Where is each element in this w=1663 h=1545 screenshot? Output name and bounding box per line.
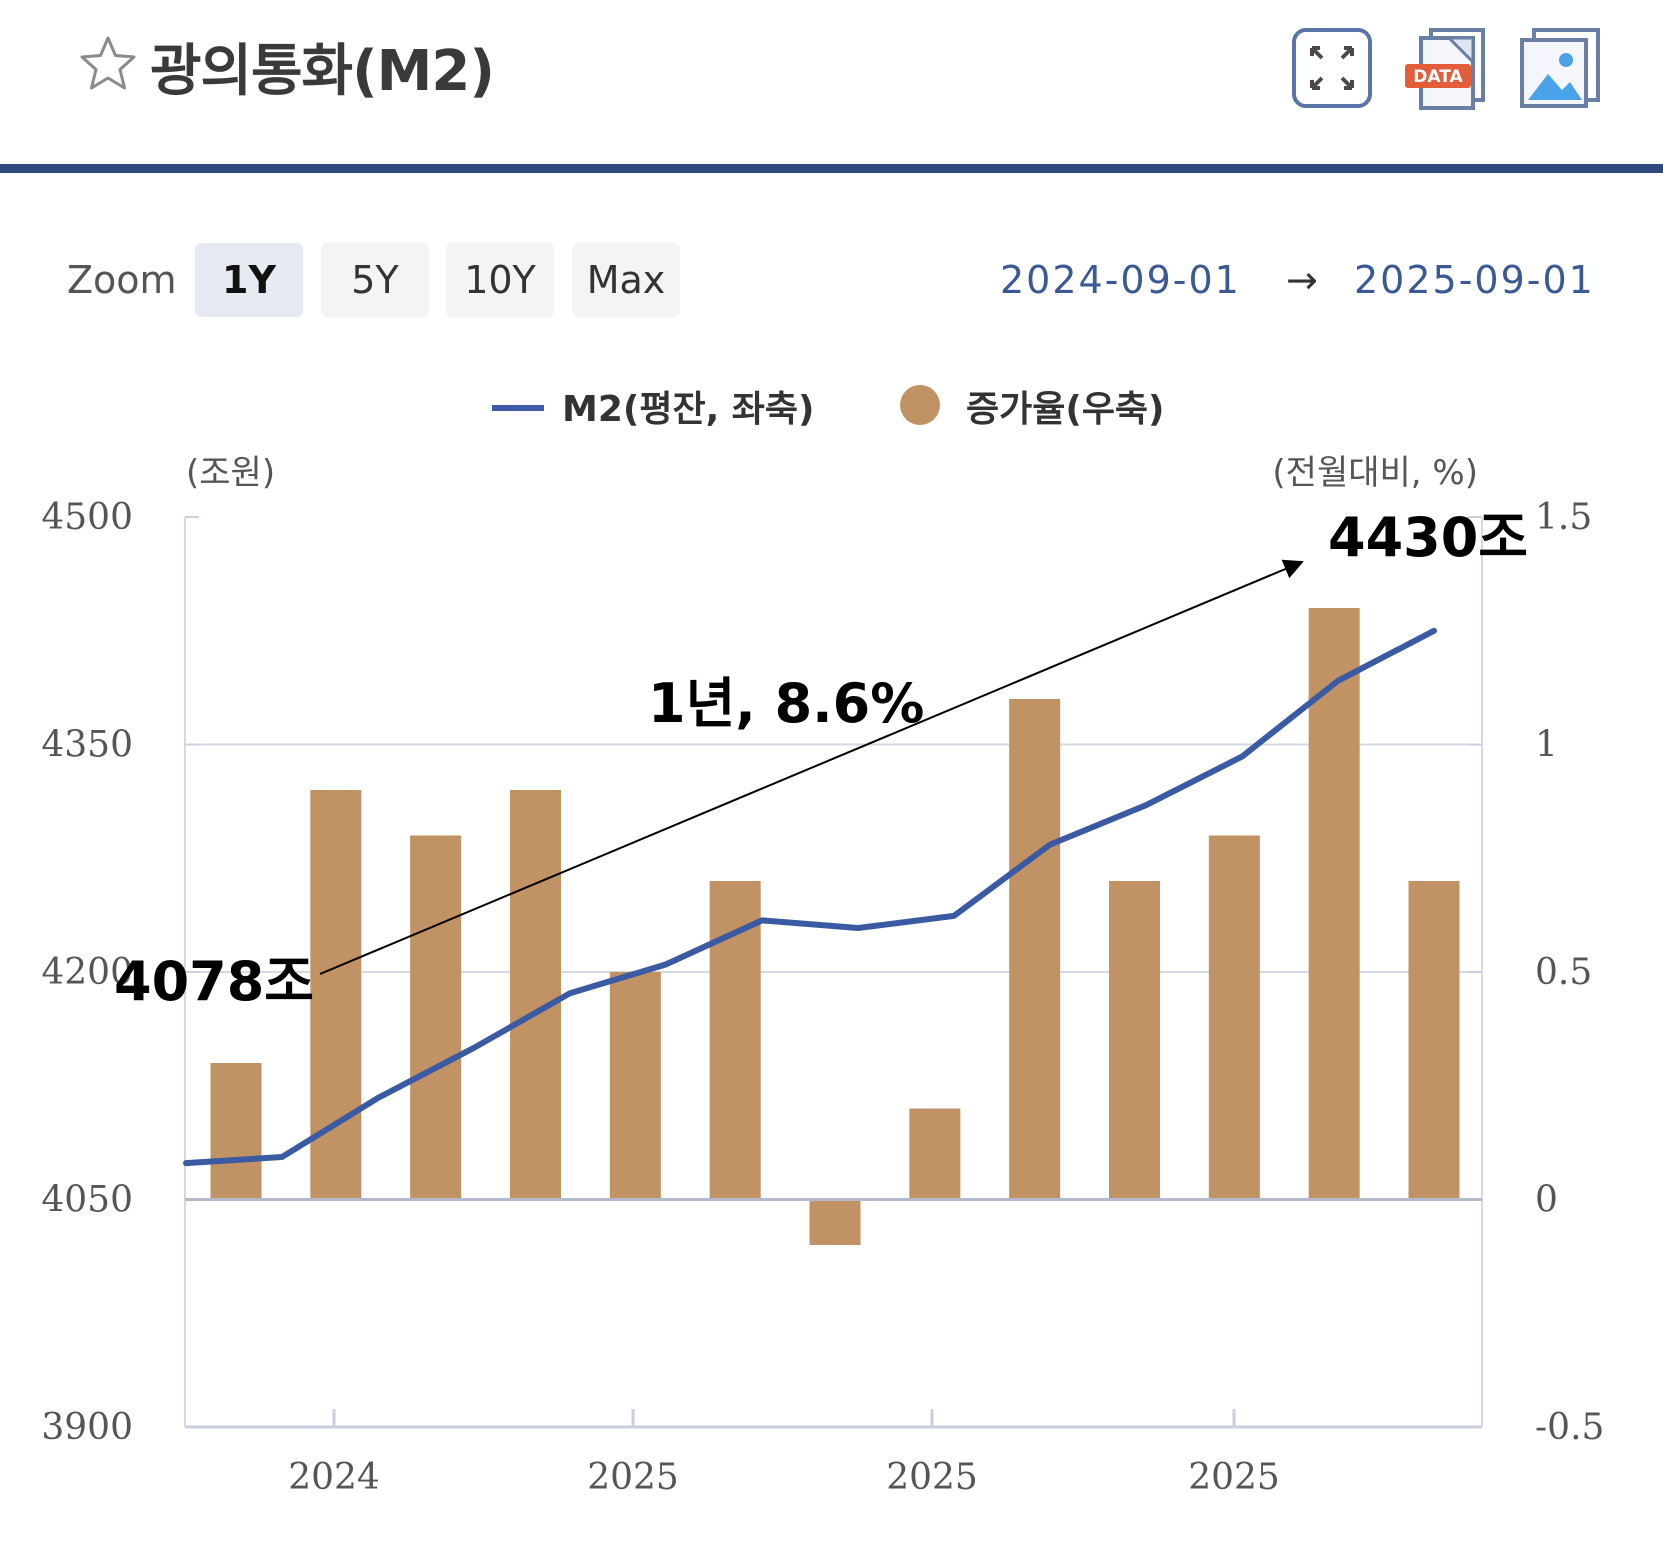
zoom-label: Zoom (67, 258, 177, 302)
image-download-button[interactable] (1518, 26, 1602, 110)
growth-bars (210, 608, 1460, 1245)
zoom-bar: Zoom 1Y 5Y 10Y Max 2024-09-01 → 2025-09-… (0, 240, 1663, 320)
growth-bar (510, 790, 561, 1200)
right-axis-ticks: 1.5 1 0.5 0 -0.5 (1535, 497, 1604, 1448)
left-tick-label: 4050 (41, 1180, 133, 1221)
right-tick-label: -0.5 (1535, 1407, 1604, 1448)
growth-bar (410, 835, 462, 1200)
grid-lines (184, 516, 1483, 1428)
annotation-change: 1년, 8.6% (648, 672, 924, 735)
date-range-end[interactable]: 2025-09-01 (1354, 258, 1595, 302)
star-icon (80, 36, 136, 90)
chart-header: 광의통화(M2) DATA (0, 0, 1663, 173)
right-tick-label: 1.5 (1535, 497, 1592, 538)
annotation-end: 4430조 (1328, 506, 1528, 569)
growth-bar (809, 1199, 861, 1245)
right-axis-unit: (전월대비, %) (1272, 453, 1478, 493)
zoom-10y-button[interactable]: 10Y (446, 243, 554, 317)
m2-chart: M2(평잔, 좌축) 증가율(우축) (조원) (전월대비, %) 4500 43… (41, 385, 1604, 1498)
growth-bar (1308, 608, 1360, 1200)
image-download-icon (1520, 28, 1600, 108)
legend-circle-marker (900, 385, 940, 425)
chart-legend: M2(평잔, 좌축) 증가율(우축) (492, 385, 1165, 430)
growth-bar (709, 881, 761, 1200)
growth-bar (609, 972, 661, 1200)
expand-button[interactable] (1290, 26, 1374, 110)
right-tick-label: 0 (1535, 1180, 1558, 1221)
date-range-arrow: → (1286, 258, 1320, 302)
x-tick-label: 2025 (886, 1457, 978, 1498)
left-tick-label: 3900 (41, 1407, 133, 1448)
x-tick-label: 2024 (288, 1457, 380, 1498)
growth-bar (1408, 881, 1460, 1200)
expand-icon (1292, 28, 1372, 108)
left-tick-label: 4200 (41, 952, 133, 993)
legend-item-m2[interactable]: M2(평잔, 좌축) (562, 389, 814, 430)
right-tick-label: 1 (1535, 725, 1558, 766)
zoom-max-button[interactable]: Max (572, 243, 680, 317)
x-tick-label: 2025 (587, 1457, 679, 1498)
left-tick-label: 4350 (41, 725, 133, 766)
data-download-icon: DATA (1405, 28, 1485, 110)
x-tick-label: 2025 (1188, 1457, 1280, 1498)
favorite-button[interactable] (78, 34, 138, 94)
header-divider (0, 164, 1663, 173)
zoom-5y-button[interactable]: 5Y (321, 243, 429, 317)
data-download-button[interactable]: DATA (1405, 26, 1489, 110)
x-axis: 2024 2025 2025 2025 (185, 1409, 1482, 1498)
legend-item-growth[interactable]: 증가율(우축) (966, 389, 1165, 430)
m2-line (183, 627, 1437, 1167)
date-range-start[interactable]: 2024-09-01 (1000, 258, 1241, 302)
trend-arrow (319, 559, 1304, 975)
growth-bar (1208, 835, 1260, 1200)
data-icon-label: DATA (1413, 67, 1463, 87)
growth-bar (909, 1108, 961, 1200)
growth-bar (210, 1063, 262, 1200)
left-tick-label: 4500 (41, 497, 133, 538)
growth-bar (1109, 881, 1160, 1200)
m2-line-series (183, 627, 1437, 1167)
growth-bar (1009, 699, 1061, 1200)
page-title: 광의통화(M2) (150, 39, 495, 104)
right-tick-label: 0.5 (1535, 952, 1592, 993)
annotation-start: 4078조 (114, 950, 314, 1013)
left-axis-ticks: 4500 4350 4200 4050 3900 (41, 497, 133, 1448)
left-axis-unit: (조원) (186, 453, 275, 493)
annotations: 4078조 1년, 8.6% 4430조 (114, 506, 1528, 1013)
zoom-1y-button[interactable]: 1Y (195, 243, 303, 317)
